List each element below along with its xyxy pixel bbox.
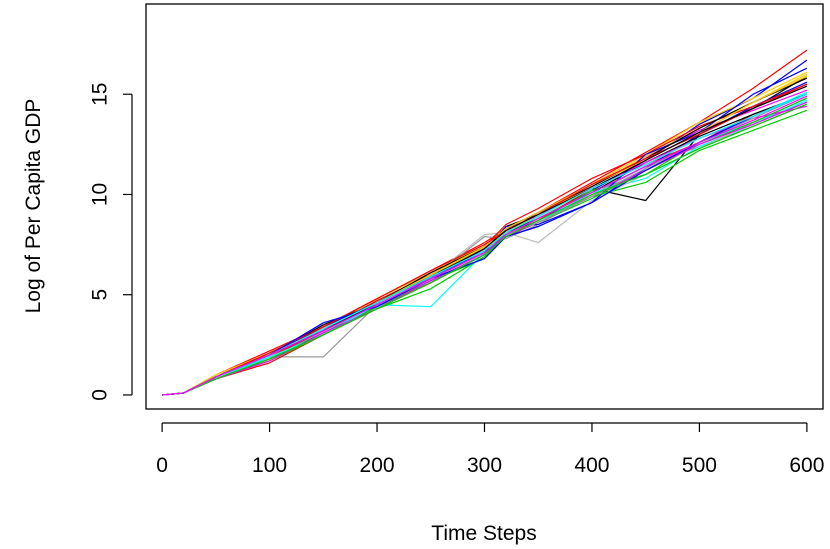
series-layer [162, 49, 808, 396]
x-tick-label: 400 [574, 454, 609, 477]
y-tick-label: 0 [89, 389, 112, 401]
series-line-25 [162, 83, 808, 396]
y-axis: 0 5 10 15 [89, 83, 133, 401]
x-tick-label: 200 [360, 454, 395, 477]
series-line-17 [162, 83, 808, 396]
y-tick-label: 10 [89, 183, 112, 206]
series-line-28 [162, 103, 808, 396]
series-line-30 [162, 95, 808, 396]
y-tick-label: 5 [89, 289, 112, 301]
x-tick-label: 600 [789, 454, 824, 477]
y-tick-label: 15 [89, 83, 112, 106]
series-line-2 [162, 59, 808, 396]
x-tick-label: 500 [682, 454, 717, 477]
series-line-7 [162, 71, 808, 396]
series-line-1 [162, 49, 808, 396]
x-tick-label: 100 [252, 454, 287, 477]
plot-frame [145, 3, 824, 410]
series-line-8 [162, 103, 808, 396]
x-axis-title: Time Steps [431, 522, 536, 545]
x-tick-label: 0 [156, 454, 168, 477]
x-axis: 0 100 200 300 400 500 600 [156, 422, 824, 477]
y-axis-title: Log of Per Capita GDP [22, 99, 45, 314]
x-tick-label: 300 [467, 454, 502, 477]
